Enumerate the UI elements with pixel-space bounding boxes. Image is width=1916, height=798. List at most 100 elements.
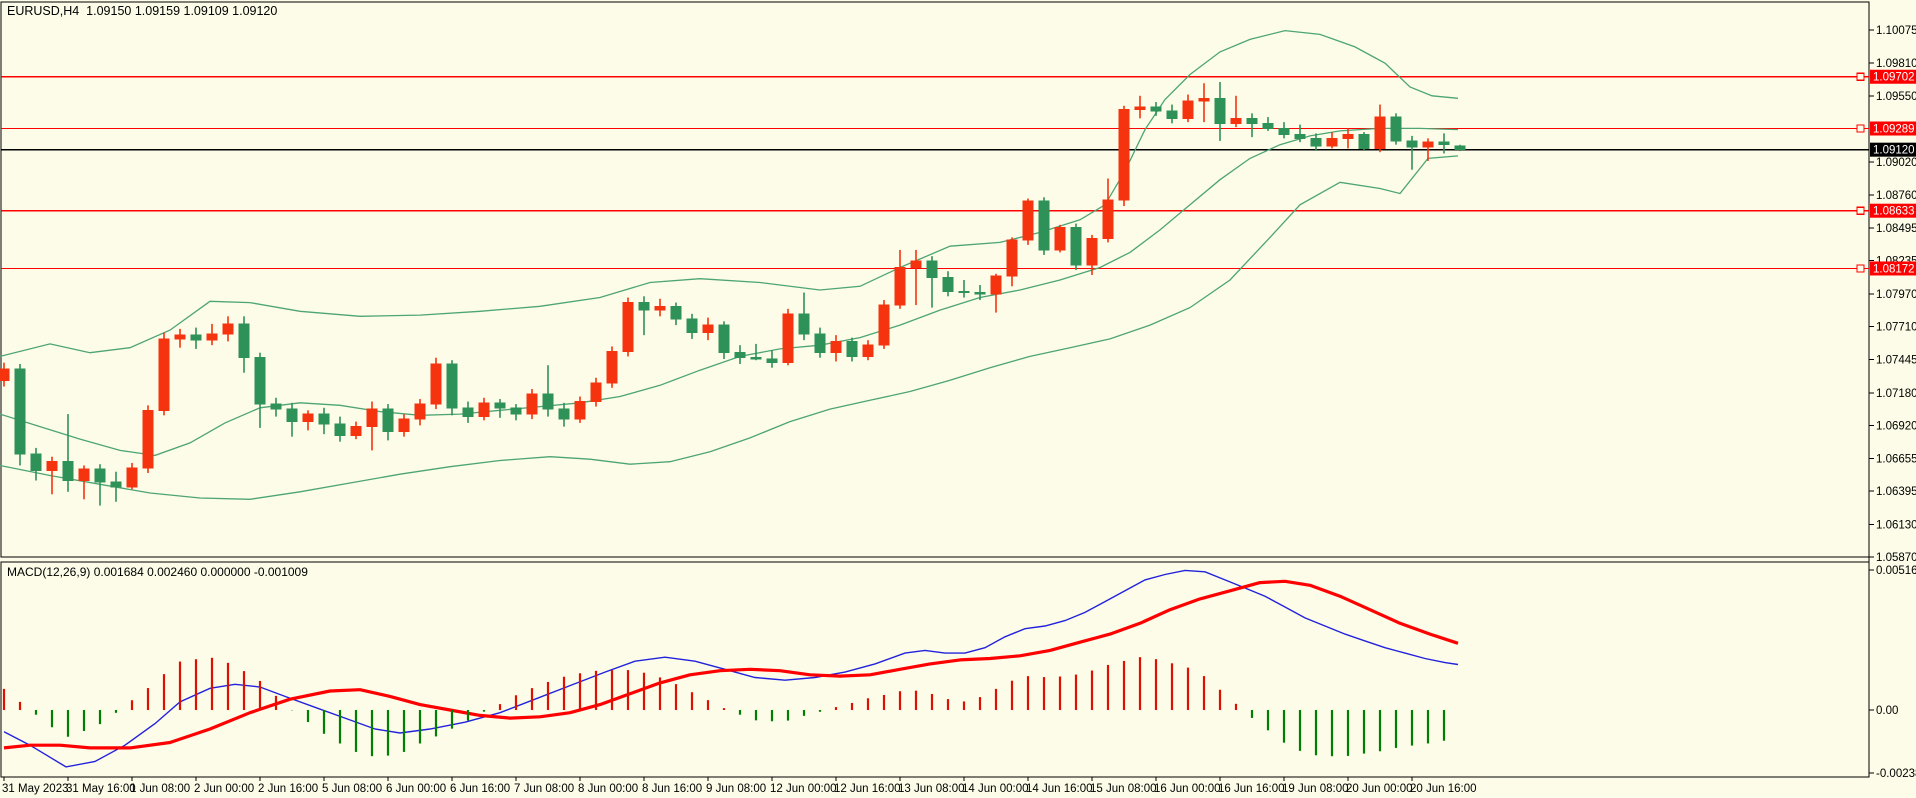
candle-body (510, 407, 522, 415)
time-tick-label: 20 Jun 00:00 (1346, 783, 1413, 795)
candle-body (702, 324, 714, 334)
candle-body (846, 340, 858, 357)
price-badge-current-text: 1.09120 (1873, 145, 1915, 157)
candle-body (1262, 122, 1274, 129)
candle-body (14, 368, 26, 455)
macd-signal-line (3, 579, 1459, 750)
time-tick-label: 5 Jun 08:00 (322, 783, 382, 795)
candle-body (366, 408, 378, 428)
price-badge-line-text: 1.08633 (1873, 206, 1915, 218)
candle-body (958, 290, 970, 294)
candle-body (782, 313, 794, 364)
chart-title-ohlc: EURUSD,H4 1.09150 1.09159 1.09109 1.0912… (7, 4, 278, 18)
candle-body (398, 418, 410, 433)
candle-body (1390, 116, 1402, 142)
price-badge-line: 1.08633 (1870, 203, 1916, 218)
time-tick-label: 12 Jun 16:00 (834, 783, 901, 795)
candle-body (462, 407, 474, 418)
macd-histogram (2, 657, 1446, 757)
candle-body (286, 408, 298, 423)
candle-body (0, 368, 10, 381)
time-tick-label: 1 Jun 08:00 (130, 783, 190, 795)
candle-body (974, 292, 986, 295)
candle-body (1022, 200, 1034, 241)
price-tick-label: 1.07445 (1876, 355, 1916, 367)
time-tick-label: 31 May 16:00 (66, 783, 136, 795)
candle-body (446, 363, 458, 409)
time-tick-label: 31 May 2023 (2, 783, 69, 795)
candle-body (1278, 127, 1290, 136)
time-tick-label: 14 Jun 16:00 (1026, 783, 1093, 795)
candle-body (1198, 97, 1210, 102)
candle-body (126, 467, 138, 488)
candle-body (1086, 238, 1098, 266)
candle-body (1006, 239, 1018, 277)
candle-body (206, 333, 218, 341)
time-tick-label: 14 Jun 00:00 (962, 783, 1029, 795)
price-badge-line-text: 1.09289 (1873, 123, 1915, 135)
price-tick-label: 1.09020 (1876, 157, 1916, 169)
candle-body (494, 402, 506, 409)
candle-body (430, 363, 442, 405)
time-tick-label: 16 Jun 16:00 (1218, 783, 1285, 795)
time-tick-label: 13 Jun 08:00 (898, 783, 965, 795)
candle-body (46, 461, 58, 471)
macd-tick-label: 0.005165 (1876, 565, 1916, 577)
candle-body (350, 426, 362, 436)
candle-body (942, 276, 954, 292)
candle-body (910, 260, 922, 268)
price-tick-label: 1.07710 (1876, 321, 1916, 333)
candle-body (318, 413, 330, 425)
candle-body (478, 402, 490, 418)
time-tick-label: 15 Jun 08:00 (1090, 783, 1157, 795)
price-tick-label: 1.06920 (1876, 420, 1916, 432)
candle-body (222, 323, 234, 335)
candle-body (798, 313, 810, 335)
candle-body (750, 357, 762, 360)
price-tick-label: 1.08495 (1876, 223, 1916, 235)
time-tick-label: 19 Jun 08:00 (1282, 783, 1349, 795)
candle-body (1150, 106, 1162, 112)
candle-body (1038, 200, 1050, 251)
hline-drag-handle[interactable] (1856, 264, 1865, 273)
price-tick-label: 1.06395 (1876, 486, 1916, 498)
candle-body (1070, 226, 1082, 266)
macd-indicator (3, 569, 1459, 768)
price-tick-label: 1.07180 (1876, 388, 1916, 400)
price-tick-label: 1.05870 (1876, 552, 1916, 564)
panel-frames (0, 1, 1870, 778)
macd-tick-label: -0.002387 (1876, 768, 1916, 780)
candle-body (1310, 137, 1322, 147)
candle-body (654, 305, 666, 311)
price-badge-line-text: 1.09702 (1873, 72, 1915, 84)
candle-body (174, 334, 186, 340)
price-badge-line: 1.09702 (1870, 69, 1916, 84)
time-tick-label: 6 Jun 00:00 (386, 783, 446, 795)
price-badge-current: 1.09120 (1870, 142, 1916, 157)
price-tick-label: 1.06130 (1876, 519, 1916, 531)
candlestick-series (0, 82, 1466, 506)
hline-drag-handle[interactable] (1856, 206, 1865, 215)
bollinger-lower-band (0, 155, 1459, 500)
candle-body (62, 461, 74, 482)
candle-body (590, 382, 602, 403)
time-tick-label: 16 Jun 00:00 (1154, 783, 1221, 795)
price-tick-label: 1.06655 (1876, 454, 1916, 466)
candle-body (1054, 226, 1066, 251)
time-tick-label: 6 Jun 16:00 (450, 783, 510, 795)
bollinger-middle-band (0, 127, 1459, 457)
candle-body (574, 401, 586, 420)
candle-body (78, 468, 90, 482)
hline-drag-handle[interactable] (1856, 72, 1865, 81)
candle-body (1102, 199, 1114, 240)
candle-body (542, 393, 554, 410)
candle-body (1438, 141, 1450, 146)
price-tick-label: 1.09810 (1876, 58, 1916, 70)
candle-body (1326, 137, 1338, 147)
candle-body (894, 266, 906, 306)
candle-body (30, 453, 42, 471)
hline-drag-handle[interactable] (1856, 124, 1865, 133)
candle-body (670, 305, 682, 320)
